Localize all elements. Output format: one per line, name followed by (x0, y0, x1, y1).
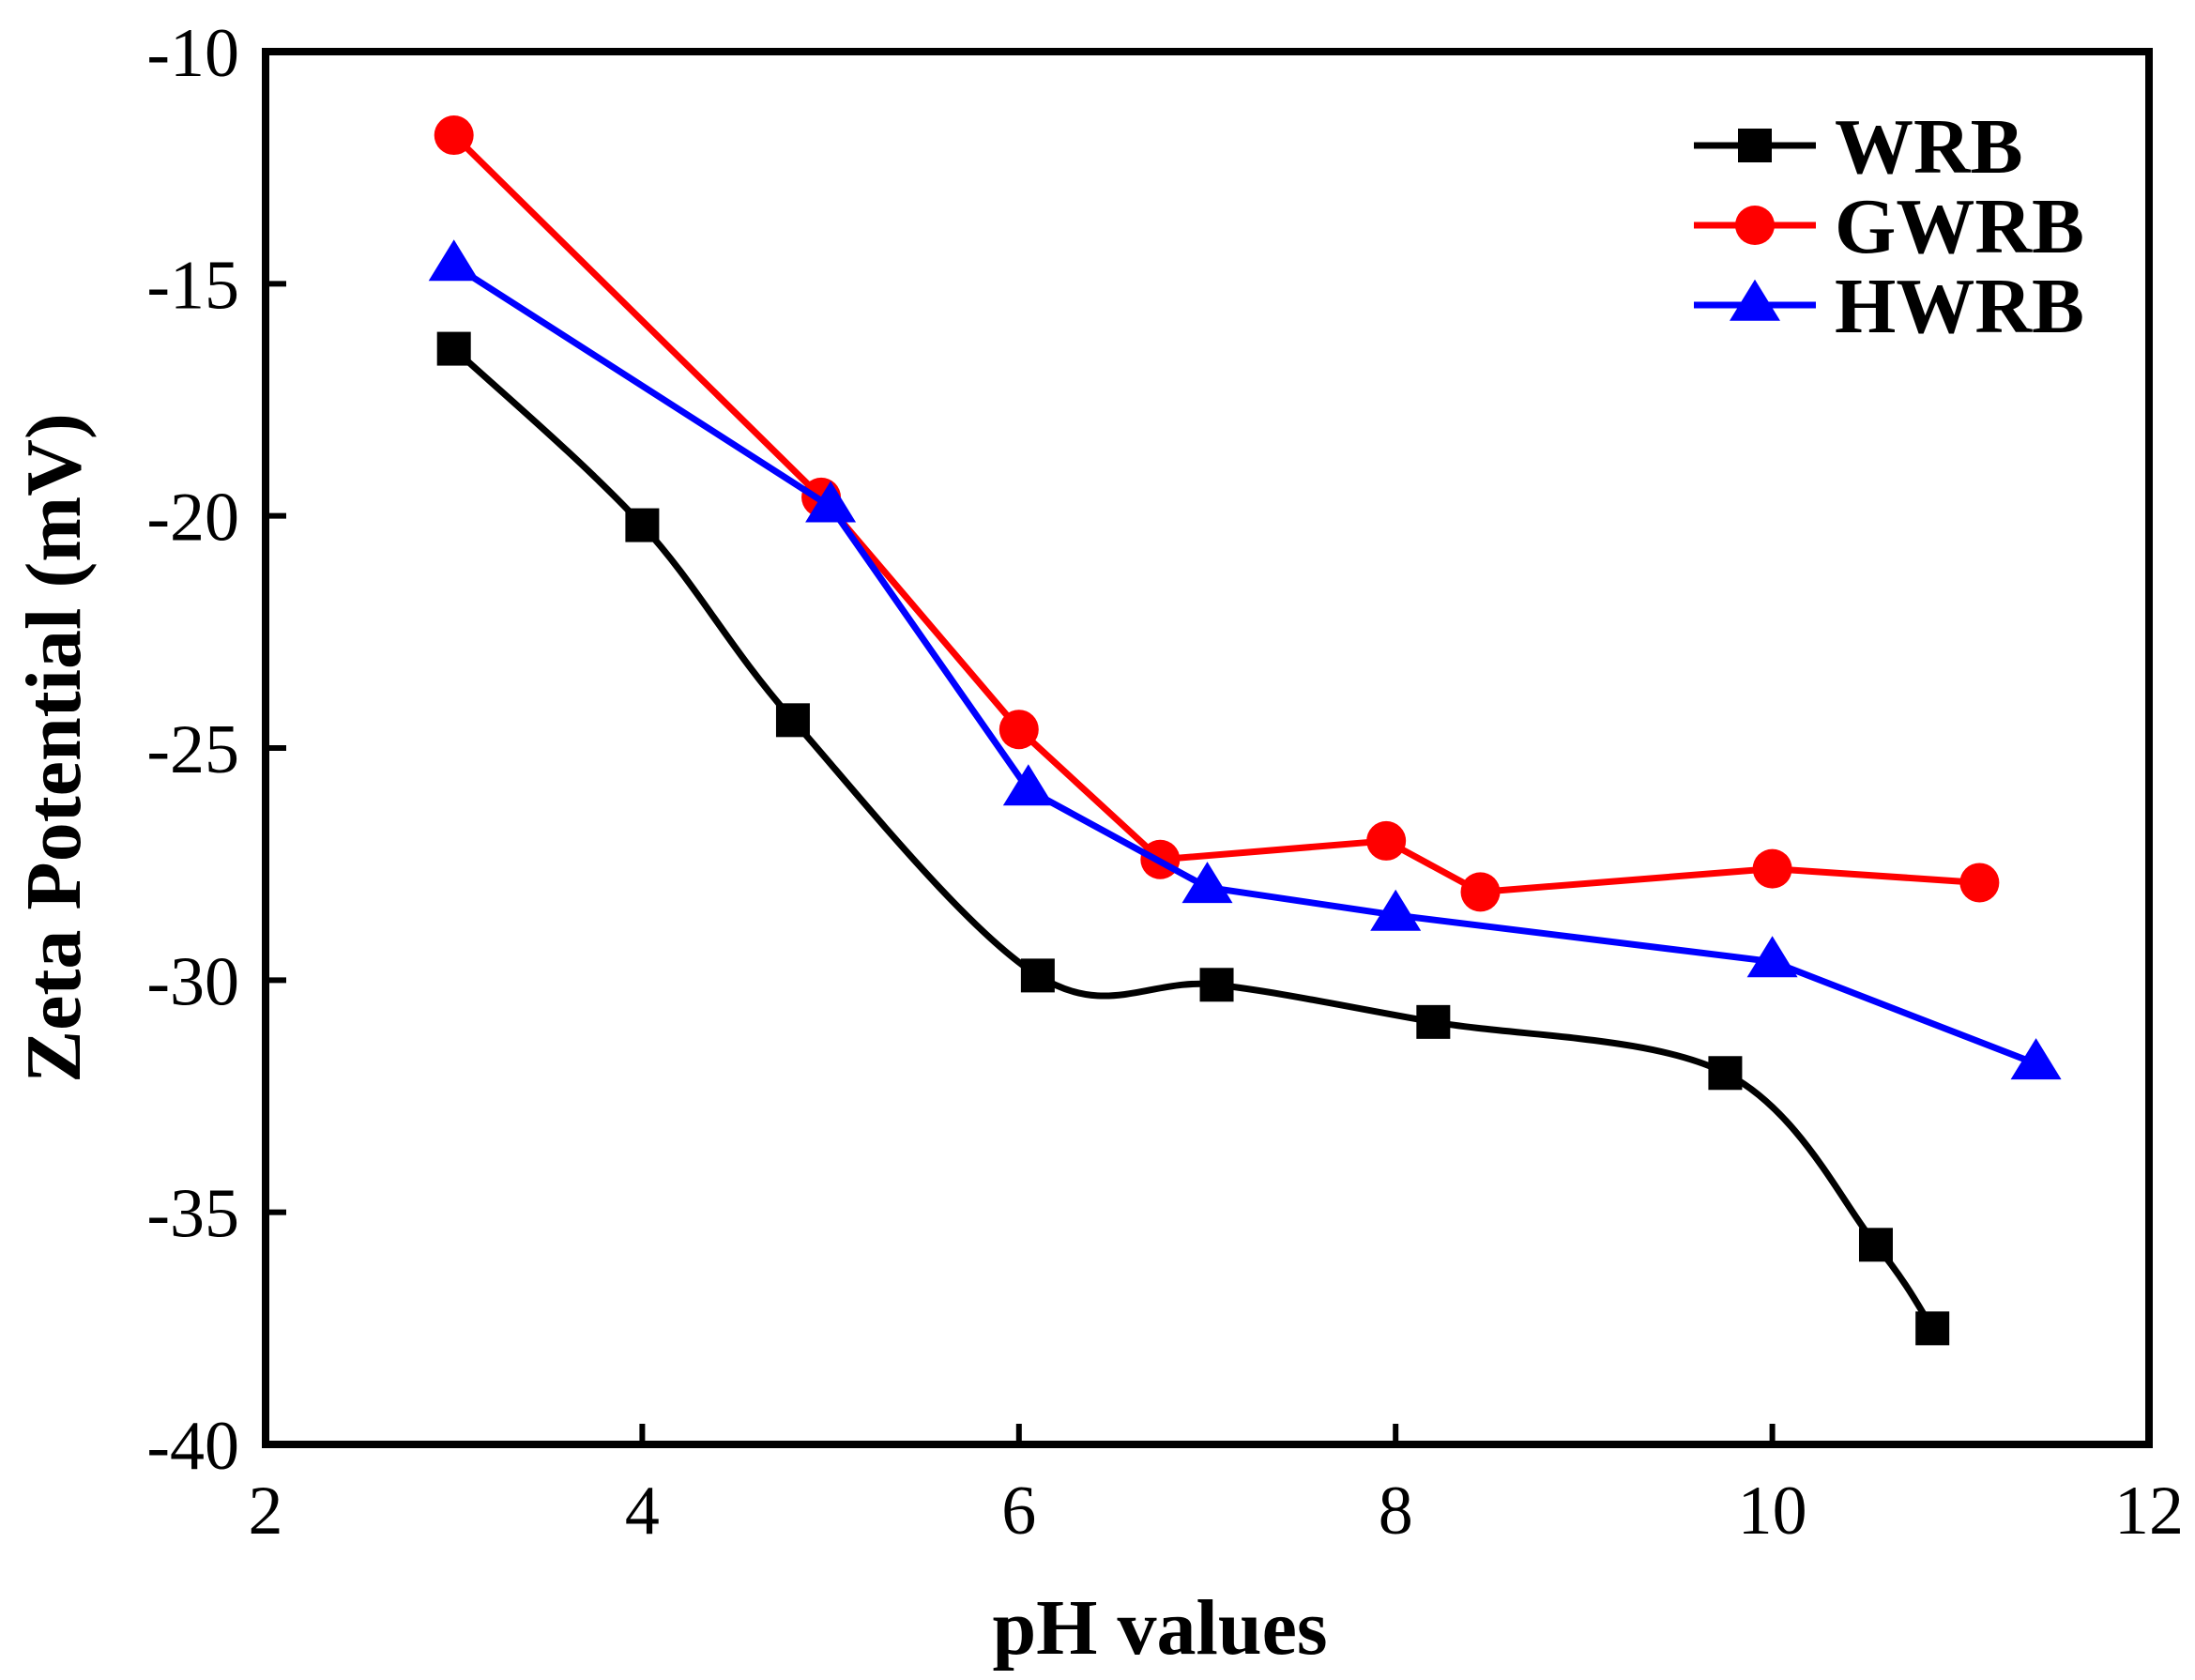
legend-label-gwrb: GWRB (1835, 183, 2084, 270)
plot-frame (262, 48, 2153, 1448)
y-tick-label: -25 (146, 711, 239, 788)
data-point-gwrb (1959, 863, 2000, 903)
series-hwrb (428, 239, 2062, 1080)
data-point-gwrb (1460, 872, 1501, 912)
data-point-gwrb (434, 115, 474, 156)
data-point-gwrb (998, 710, 1039, 750)
y-tick-label: -10 (146, 15, 239, 92)
data-point-wrb (1020, 958, 1055, 993)
y-axis-title: Zeta Potential (mV) (10, 413, 98, 1083)
y-tick-label: -15 (146, 247, 239, 324)
y-tick-label: -35 (146, 1176, 239, 1253)
x-tick-labels: 2 4 6 8 10 12 (249, 1473, 2185, 1550)
data-point-hwrb (2010, 1038, 2062, 1080)
data-point-hwrb (1370, 889, 1422, 931)
x-tick-label: 6 (1001, 1473, 1036, 1550)
data-point-wrb (1858, 1228, 1893, 1262)
data-point-wrb (436, 331, 471, 366)
series-line-hwrb (451, 262, 2037, 1067)
data-point-wrb (1199, 968, 1234, 1002)
series-layer (428, 115, 2062, 1346)
series-wrb (436, 331, 1950, 1346)
data-point-wrb (775, 703, 810, 738)
data-point-wrb (1915, 1311, 1950, 1346)
x-tick-label: 2 (249, 1473, 283, 1550)
legend-label-hwrb: HWRB (1835, 263, 2084, 350)
y-tick-label: -40 (146, 1408, 239, 1485)
data-point-gwrb (1752, 848, 1792, 889)
x-tick-label: 4 (625, 1473, 660, 1550)
series-line-gwrb (451, 132, 1980, 895)
data-point-wrb (625, 508, 660, 542)
legend-marker-gwrb (1735, 206, 1775, 245)
data-point-wrb (1708, 1056, 1743, 1091)
legend-label-wrb: WRB (1835, 103, 2023, 191)
y-tick-label: -20 (146, 480, 239, 557)
data-point-hwrb (1002, 764, 1054, 806)
legend-marker-hwrb (1730, 279, 1780, 321)
y-tick-labels: -10 -15 -20 -25 -30 -35 -40 (146, 15, 239, 1485)
data-point-wrb (1416, 1004, 1451, 1039)
x-tick-label: 8 (1379, 1473, 1413, 1550)
data-point-hwrb (1181, 862, 1233, 904)
data-point-hwrb (1746, 936, 1798, 978)
x-tick-label: 10 (1738, 1473, 1807, 1550)
legend-marker-wrb (1738, 129, 1772, 162)
data-point-gwrb (1366, 820, 1407, 861)
x-axis-title: pH values (992, 1584, 1327, 1672)
y-tick-label: -30 (146, 943, 239, 1020)
data-point-hwrb (428, 239, 480, 282)
x-tick-label: 12 (2114, 1473, 2184, 1550)
data-point-hwrb (805, 481, 857, 523)
series-line-wrb (451, 346, 1936, 1331)
